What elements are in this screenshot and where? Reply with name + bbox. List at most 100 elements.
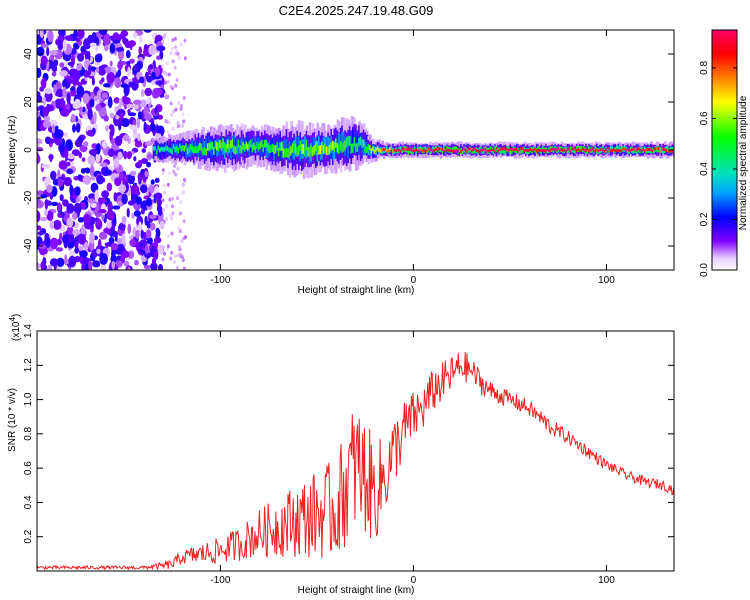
- noise-blob: [174, 172, 178, 177]
- noise-blob: [176, 51, 180, 56]
- ridge-cell: [656, 147, 659, 150]
- ridge-cell: [603, 149, 607, 153]
- noise-blob: [115, 115, 120, 120]
- noise-blob: [63, 132, 68, 138]
- noise-blob: [51, 71, 57, 77]
- noise-blob: [178, 211, 182, 216]
- noise-blob: [133, 132, 138, 139]
- ridge-cell: [432, 149, 435, 153]
- ridge-cell: [426, 149, 429, 153]
- noise-blob: [101, 92, 108, 99]
- noise-blob: [123, 104, 127, 110]
- noise-blob: [146, 97, 151, 104]
- noise-blob: [77, 174, 83, 181]
- ridge-cell: [651, 149, 655, 153]
- noise-blob: [91, 77, 95, 86]
- ridge-cell: [540, 149, 543, 153]
- x-tick-label: 100: [598, 275, 615, 286]
- noise-blob: [177, 226, 181, 231]
- noise-blob: [75, 123, 81, 133]
- noise-blob: [145, 71, 149, 80]
- noise-blob: [69, 184, 74, 196]
- noise-blob: [59, 62, 65, 68]
- ridge-cell: [653, 147, 656, 151]
- noise-blob: [95, 104, 102, 112]
- noise-blob: [55, 247, 64, 252]
- noise-blob: [75, 37, 80, 42]
- ridge-cell: [619, 149, 622, 152]
- noise-blob: [37, 146, 44, 152]
- noise-blob: [40, 55, 48, 66]
- ridge-cell: [470, 149, 474, 153]
- ridge-cell: [413, 146, 417, 153]
- ridge-cell: [265, 139, 269, 148]
- ridge-cell: [233, 145, 236, 154]
- ridge-cell: [424, 145, 428, 152]
- noise-blob: [161, 257, 165, 262]
- ridge-cell: [361, 139, 364, 148]
- spectrogram-xlabel: Height of straight line (km): [298, 285, 415, 296]
- ridge-cell: [248, 141, 252, 149]
- noise-blob: [104, 169, 112, 176]
- noise-blob: [174, 83, 178, 88]
- noise-blob: [177, 253, 181, 258]
- ridge-cell: [200, 143, 204, 151]
- ridge-cell: [640, 149, 644, 153]
- ridge-cell: [563, 148, 567, 152]
- noise-blob: [40, 77, 47, 89]
- ridge-cell: [577, 147, 581, 151]
- ridge-cell: [503, 148, 506, 155]
- y-tick-label: 0.6: [23, 461, 34, 475]
- ridge-cell: [534, 147, 537, 151]
- noise-blob: [133, 156, 137, 162]
- ridge-cell: [294, 143, 298, 154]
- noise-blob: [161, 208, 165, 213]
- noise-blob: [170, 250, 174, 255]
- ridge-cell: [410, 148, 414, 152]
- noise-blob: [138, 76, 145, 84]
- ridge-cell: [588, 145, 591, 152]
- noise-blob: [134, 259, 139, 266]
- noise-blob: [49, 258, 59, 267]
- ridge-cell: [616, 149, 619, 153]
- noise-blob: [115, 47, 125, 52]
- noise-blob: [96, 217, 101, 227]
- noise-blob: [157, 263, 164, 270]
- ridge-cell: [335, 139, 338, 159]
- ridge-cell: [600, 148, 604, 151]
- ridge-cell: [236, 145, 239, 154]
- noise-blob: [37, 138, 42, 145]
- noise-blob: [181, 112, 185, 117]
- ridge-cell: [572, 147, 576, 151]
- ridge-cell: [279, 143, 282, 161]
- ridge-cell: [188, 147, 191, 154]
- noise-blob: [113, 217, 117, 227]
- noise-blob: [167, 72, 171, 77]
- noise-blob: [73, 70, 81, 81]
- ridge-cell: [316, 143, 320, 162]
- svg-text:(x104): (x104): [8, 314, 22, 341]
- noise-blob: [171, 126, 175, 131]
- noise-blob: [62, 39, 67, 52]
- noise-blob: [114, 177, 122, 187]
- noise-blob: [183, 178, 187, 183]
- noise-blob: [143, 121, 147, 132]
- noise-blob: [66, 217, 74, 228]
- noise-blob: [133, 103, 139, 110]
- noise-blob: [163, 33, 167, 38]
- ridge-cell: [492, 148, 496, 152]
- noise-blob: [155, 133, 162, 138]
- ridge-cell: [163, 146, 167, 152]
- ridge-cell: [589, 148, 593, 152]
- noise-blob: [127, 266, 131, 270]
- noise-blob: [144, 113, 152, 121]
- snr-ticks: -100 0 100 0.2 0.4 0.6 0.8 1.0 1.2 1.4: [23, 324, 674, 586]
- ridge-cell: [435, 147, 438, 151]
- noise-blob: [139, 36, 143, 44]
- noise-blob: [83, 38, 92, 50]
- ridge-cell: [548, 149, 551, 153]
- noise-blob: [83, 141, 89, 147]
- ridge-cell: [296, 146, 299, 157]
- ridge-cell: [290, 145, 293, 156]
- ridge-cell: [525, 148, 528, 152]
